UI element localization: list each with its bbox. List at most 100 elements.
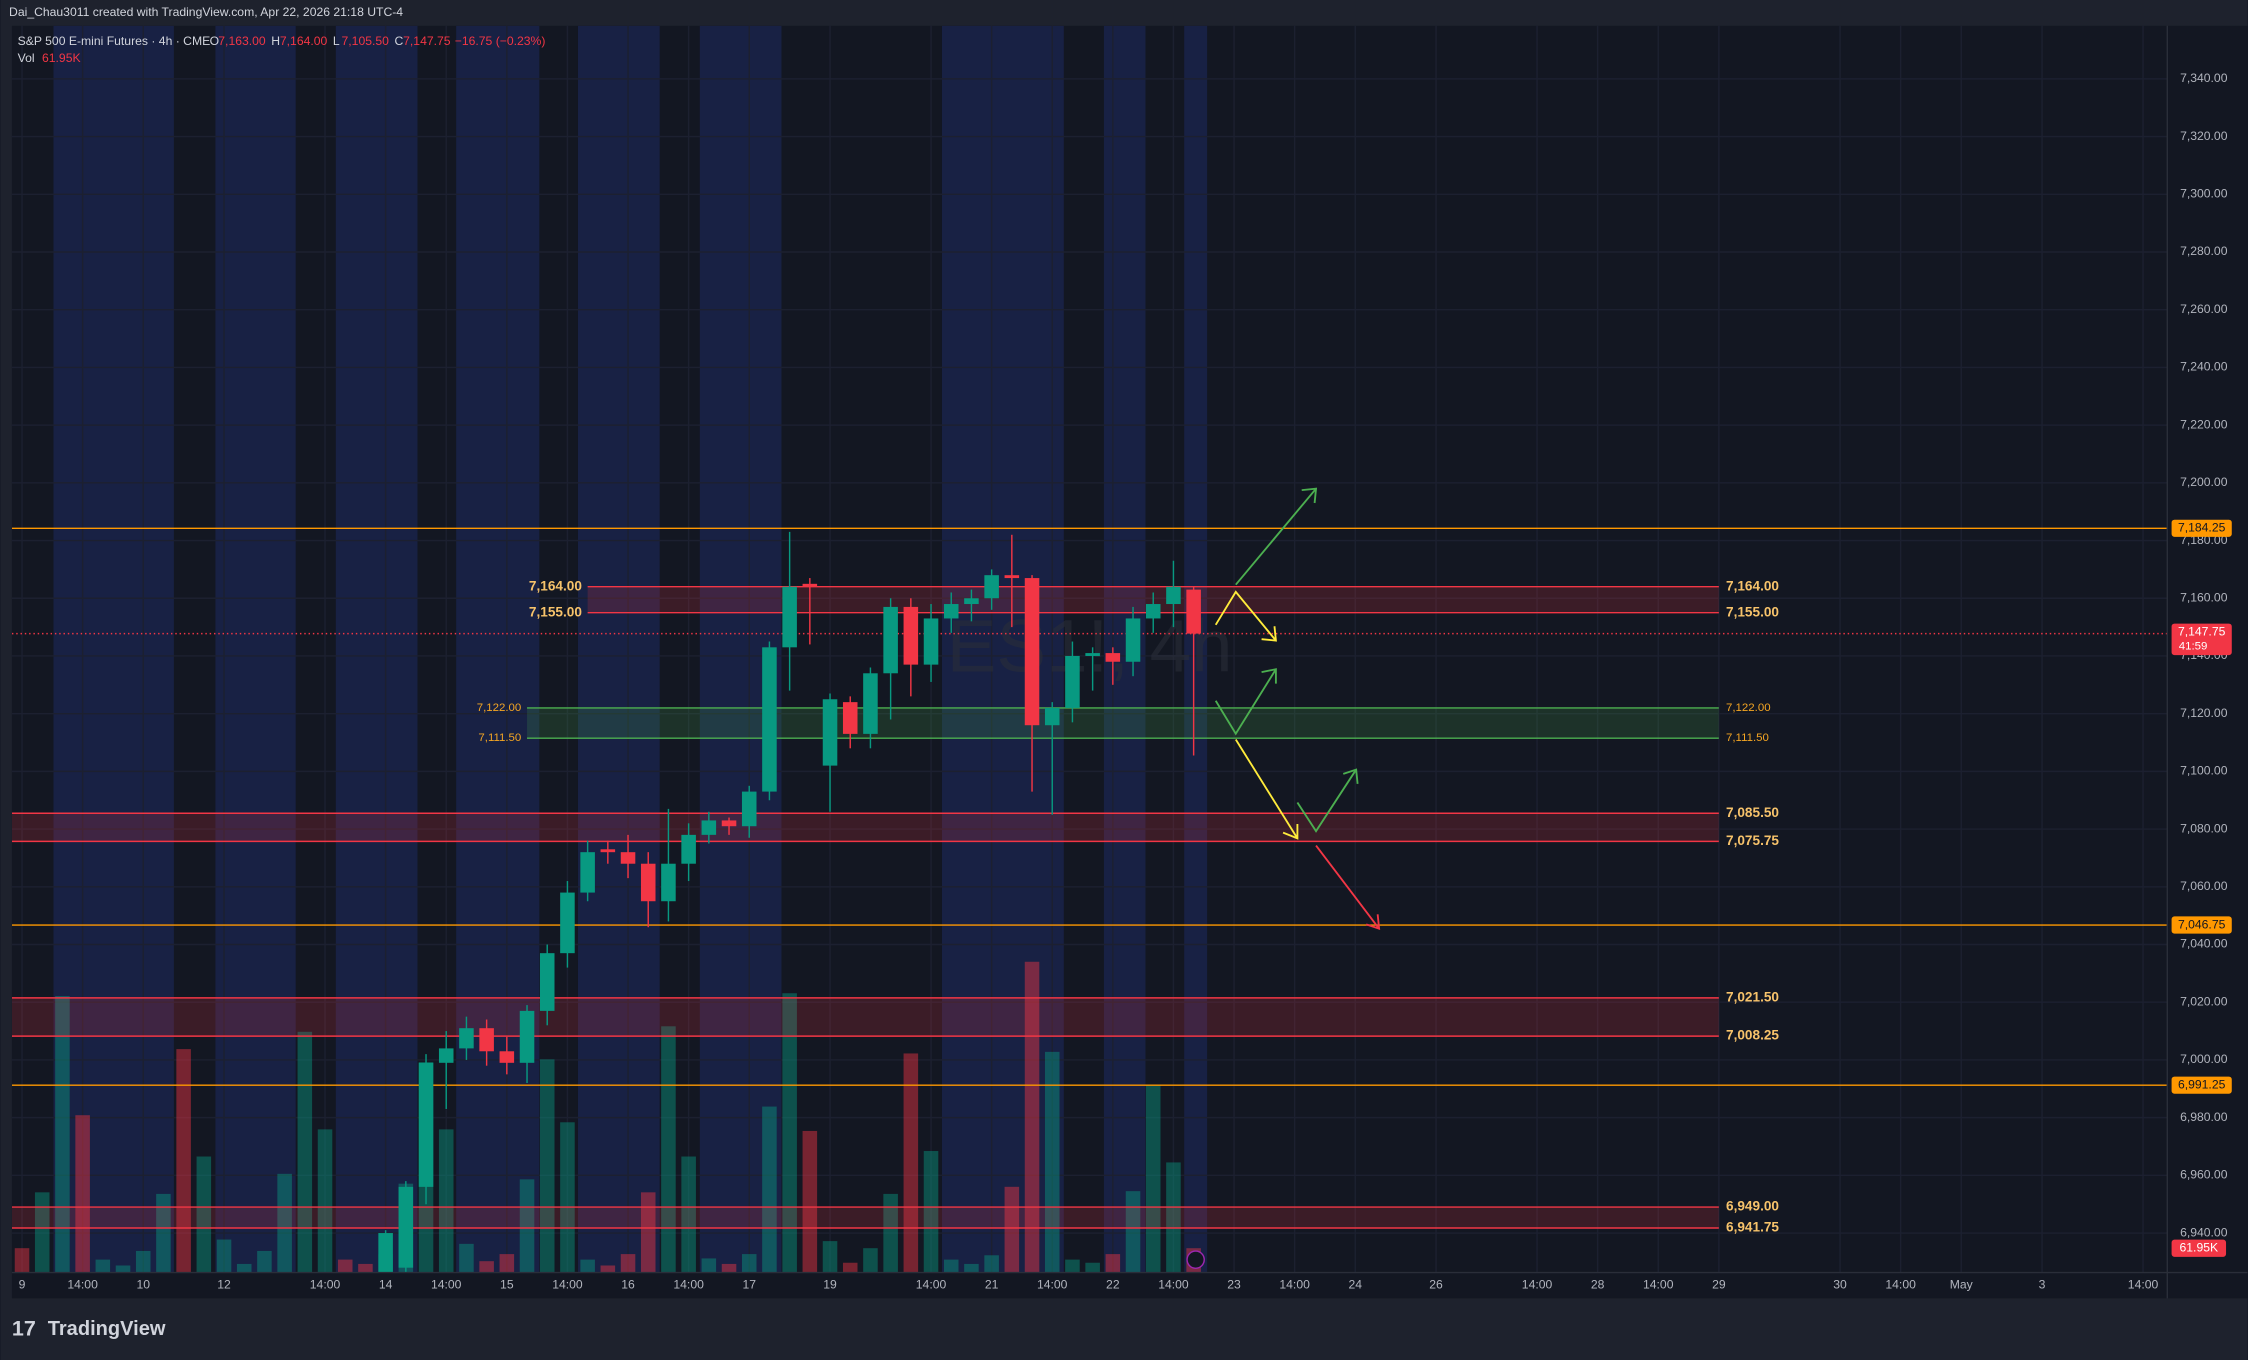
arrow xyxy=(1214,668,1277,736)
last-price-label: 7,147.75 xyxy=(2178,624,2226,638)
volume-bar xyxy=(216,1239,232,1273)
candle-body xyxy=(1085,653,1100,656)
volume-bar xyxy=(863,1248,878,1273)
x-tick-label: 14 xyxy=(379,1278,393,1292)
zone-label: 7,122.00 xyxy=(477,702,522,714)
brand: 17 TradingView xyxy=(12,1317,166,1341)
volume-bar xyxy=(459,1243,474,1273)
candle-body xyxy=(620,852,636,864)
arrow xyxy=(1235,488,1317,586)
volume-bar xyxy=(75,1115,90,1273)
volume-bar xyxy=(1044,1051,1060,1273)
event-icon[interactable] xyxy=(1186,1250,1205,1269)
session-band xyxy=(577,25,660,1273)
change-label: −16.75 (−0.23%) xyxy=(455,34,546,48)
candle-body xyxy=(479,1028,494,1052)
zone-label: 6,949.00 xyxy=(1726,1199,1779,1214)
volume-bar xyxy=(34,1192,50,1273)
session-band xyxy=(335,25,418,1273)
last-price-tag xyxy=(2171,623,2232,656)
zone-label: 7,164.00 xyxy=(1726,578,1779,593)
volume-bar xyxy=(277,1173,292,1273)
candle-body xyxy=(802,583,818,587)
x-tick-label: 21 xyxy=(985,1278,999,1292)
candle-body xyxy=(721,820,737,827)
candle-body xyxy=(519,1010,535,1063)
y-tick-label: 7,200.00 xyxy=(2180,475,2228,489)
x-tick-label: 28 xyxy=(1591,1278,1605,1292)
x-tick-label: 23 xyxy=(1227,1278,1241,1292)
volume-bar xyxy=(1105,1254,1121,1273)
volume-bar xyxy=(14,1248,30,1273)
arrowhead xyxy=(1301,487,1318,504)
ohlc-value: 7,105.50 xyxy=(342,34,390,48)
candle-body xyxy=(741,791,757,827)
volume-bar xyxy=(1125,1191,1141,1273)
ohlc-key: H xyxy=(271,34,280,48)
arrowhead xyxy=(1261,626,1277,642)
volume-bar xyxy=(560,1122,575,1273)
arrow xyxy=(1296,769,1357,833)
zone-label: 7,085.50 xyxy=(1726,805,1779,820)
volume-bar xyxy=(95,1259,111,1273)
volume-bar xyxy=(135,1250,151,1273)
candle-body xyxy=(782,586,797,648)
volume-bar xyxy=(176,1049,191,1273)
candle-body xyxy=(418,1062,434,1187)
volume-bar xyxy=(297,1031,313,1273)
candle-body xyxy=(883,606,898,674)
candle-body xyxy=(681,834,696,864)
x-tick-label: 14:00 xyxy=(1158,1278,1189,1292)
zone-label: 7,021.50 xyxy=(1726,989,1779,1004)
x-tick-label: 16 xyxy=(621,1278,635,1292)
x-tick-label: 12 xyxy=(217,1278,231,1292)
volume-bar xyxy=(1024,961,1040,1273)
candle-body xyxy=(863,673,878,734)
scenario-arrows xyxy=(1214,487,1381,930)
x-tick-label: 3 xyxy=(2039,1278,2046,1292)
y-tick-label: 7,100.00 xyxy=(2180,764,2228,778)
zone xyxy=(11,1207,1719,1229)
x-tick-label: 22 xyxy=(1106,1278,1120,1292)
x-tick-label: 19 xyxy=(823,1278,837,1292)
volume-tag xyxy=(2171,1239,2227,1257)
ohlc-key: C xyxy=(395,34,404,48)
ohlc-value: 7,163.00 xyxy=(218,34,266,48)
candle-body xyxy=(762,647,777,792)
brand-logo: 17 xyxy=(12,1317,36,1341)
y-tick-label: 7,160.00 xyxy=(2180,590,2228,604)
volume-bar xyxy=(984,1255,999,1273)
zone-label: 7,164.00 xyxy=(529,578,582,593)
candle-body xyxy=(1024,578,1040,726)
session-band xyxy=(215,25,296,1273)
volume-bar xyxy=(903,1053,919,1273)
y-tick-label: 7,300.00 xyxy=(2180,187,2228,201)
arrow xyxy=(1214,590,1277,642)
candle-body xyxy=(1105,653,1121,662)
arrow xyxy=(1315,844,1380,930)
y-tick-label: 7,020.00 xyxy=(2180,994,2228,1008)
candle-body xyxy=(1125,618,1141,662)
volume-tag-label: 61.95K xyxy=(2180,1240,2219,1254)
candle-body xyxy=(1186,589,1201,634)
candle-body xyxy=(438,1048,454,1063)
volume-value: 61.95K xyxy=(42,51,81,65)
zone xyxy=(11,997,1719,1037)
candle-body xyxy=(701,820,717,835)
x-tick-label: 14:00 xyxy=(431,1278,462,1292)
candle-body xyxy=(1065,655,1080,708)
y-tick-label: 7,240.00 xyxy=(2180,360,2228,374)
volume-bar xyxy=(519,1179,535,1273)
zone xyxy=(527,707,1719,739)
volume-bar xyxy=(1065,1259,1080,1273)
y-tick-label: 7,280.00 xyxy=(2180,244,2228,258)
x-tick-label: 14:00 xyxy=(1885,1278,1916,1292)
x-tick-label: 30 xyxy=(1833,1278,1847,1292)
y-tick-label: 6,960.00 xyxy=(2180,1168,2228,1182)
y-tick-label: 7,060.00 xyxy=(2180,879,2228,893)
volume-bar xyxy=(580,1259,595,1273)
x-tick-label: 14:00 xyxy=(673,1278,704,1292)
level-tag xyxy=(2171,1076,2232,1094)
arrowhead xyxy=(1282,824,1299,840)
volume-bar xyxy=(802,1130,818,1273)
